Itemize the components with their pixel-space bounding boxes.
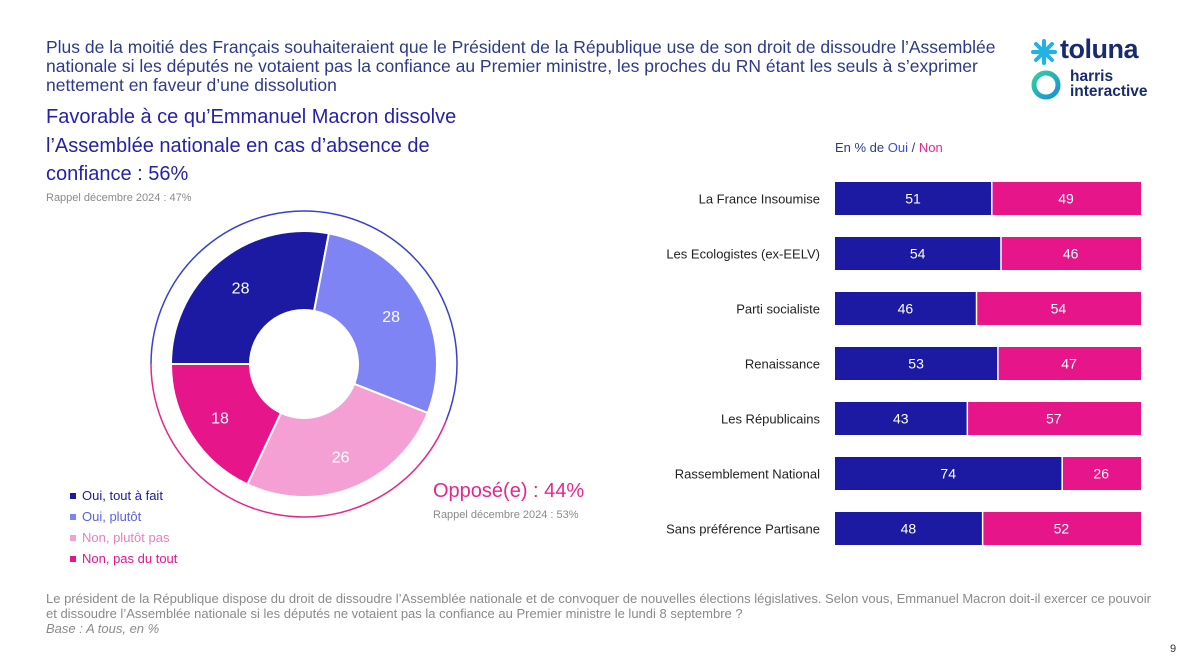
legend-swatch bbox=[70, 555, 76, 562]
bar-non-label: 47 bbox=[1061, 356, 1077, 372]
legend-item-oui-plutot: Oui, plutôt bbox=[70, 506, 177, 527]
bar-non bbox=[983, 512, 1141, 545]
bar-oui bbox=[835, 347, 998, 380]
harris-ring-icon bbox=[1031, 70, 1061, 100]
donut-label-non-plutot-pas: 26 bbox=[332, 450, 350, 467]
legend-swatch bbox=[70, 534, 76, 541]
bar-oui-label: 43 bbox=[893, 411, 909, 427]
bar-caption-oui: Oui bbox=[887, 140, 908, 155]
donut-slice-non-pas-du-tout bbox=[169, 363, 283, 486]
bar-oui-label: 51 bbox=[905, 191, 921, 207]
favorable-title: Favorable à ce qu’Emmanuel Macron dissol… bbox=[46, 106, 457, 185]
legend-label: Non, plutôt pas bbox=[82, 530, 170, 545]
bar-oui bbox=[835, 292, 976, 325]
donut-slice-non-plutot-pas bbox=[246, 382, 429, 498]
donut-chart: 28 28 26 18 bbox=[150, 210, 458, 518]
footnote: Le président de la République dispose du… bbox=[46, 591, 1156, 636]
bar-caption-prefix: En % de bbox=[835, 140, 888, 155]
bar-non-label: 46 bbox=[1063, 246, 1079, 262]
bar-category-label: Renaissance bbox=[745, 357, 820, 372]
legend-item-oui-tout-a-fait: Oui, tout à fait bbox=[70, 485, 177, 506]
footnote-base: Base : A tous, en % bbox=[46, 621, 160, 636]
party-bar-chart: La France Insoumise 51 49 Les Ecologistes (… bbox=[666, 182, 1141, 545]
toluna-harris-logo: toluna harris interactive bbox=[1030, 34, 1170, 106]
bar-non bbox=[968, 402, 1141, 435]
bar-category-label: Les Ecologistes (ex-EELV) bbox=[666, 247, 820, 262]
bar-caption-sep: / bbox=[908, 140, 919, 155]
donut-label-non-pas-du-tout: 18 bbox=[211, 410, 229, 427]
bar-category-label: Sans préférence Partisane bbox=[666, 522, 820, 537]
donut-slice-oui-tout-a-fait bbox=[169, 230, 331, 365]
legend-item-non-pas-du-tout: Non, pas du tout bbox=[70, 548, 177, 569]
bar-non bbox=[1001, 237, 1141, 270]
bar-caption: En % de Oui / Non bbox=[835, 140, 943, 155]
bar-category-label: Rassemblement National bbox=[675, 467, 820, 482]
harris-wordmark: harris interactive bbox=[1070, 68, 1148, 100]
harris-line1: harris bbox=[1070, 68, 1114, 85]
bar-oui-label: 53 bbox=[908, 356, 924, 372]
legend-label: Oui, plutôt bbox=[82, 509, 142, 524]
toluna-star-icon bbox=[1031, 39, 1057, 65]
bar-caption-non: Non bbox=[918, 140, 943, 155]
donut-label-oui-plutot: 28 bbox=[382, 309, 400, 326]
bar-oui-label: 54 bbox=[910, 246, 926, 262]
harris-line2: interactive bbox=[1070, 83, 1148, 100]
bar-non-label: 57 bbox=[1046, 411, 1062, 427]
bar-non bbox=[992, 182, 1141, 215]
bar-oui bbox=[835, 457, 1062, 490]
legend-swatch bbox=[70, 513, 76, 520]
bar-oui bbox=[835, 237, 1001, 270]
oppose-arc bbox=[150, 363, 447, 518]
bar-non bbox=[998, 347, 1141, 380]
oppose-rappel: Rappel décembre 2024 : 53% bbox=[433, 509, 579, 521]
page-number: 9 bbox=[1170, 643, 1177, 655]
favorable-arc bbox=[150, 210, 458, 421]
bar-non-label: 52 bbox=[1054, 521, 1070, 537]
legend-item-non-plutot-pas: Non, plutôt pas bbox=[70, 527, 177, 548]
donut-label-oui-tout-a-fait: 28 bbox=[232, 280, 250, 297]
toluna-wordmark: toluna bbox=[1060, 34, 1139, 64]
bar-non bbox=[977, 292, 1141, 325]
legend-label: Oui, tout à fait bbox=[82, 488, 163, 503]
favorable-rappel: Rappel décembre 2024 : 47% bbox=[46, 192, 192, 204]
donut-legend: Oui, tout à fait Oui, plutôt Non, plutôt p… bbox=[70, 485, 177, 569]
bar-category-label: Les Républicains bbox=[721, 412, 821, 427]
oppose-title: Opposé(e) : 44% bbox=[433, 480, 585, 502]
bar-oui bbox=[835, 182, 992, 215]
headline: Plus de la moitié des Français souhaiter… bbox=[46, 37, 996, 95]
bar-category-label: Parti socialiste bbox=[736, 302, 820, 317]
footnote-question: Le président de la République dispose du… bbox=[46, 591, 1151, 621]
bar-non-label: 49 bbox=[1058, 191, 1074, 207]
bar-oui-label: 48 bbox=[901, 521, 917, 537]
bar-non bbox=[1062, 457, 1141, 490]
bar-non-label: 26 bbox=[1093, 466, 1109, 482]
bar-category-label: La France Insoumise bbox=[699, 192, 820, 207]
legend-label: Non, pas du tout bbox=[82, 551, 178, 566]
bar-non-label: 54 bbox=[1051, 301, 1067, 317]
bar-oui bbox=[835, 512, 982, 545]
bar-oui bbox=[835, 402, 967, 435]
bar-oui-label: 46 bbox=[898, 301, 914, 317]
bar-oui-label: 74 bbox=[940, 466, 956, 482]
donut-slice-oui-plutot bbox=[312, 232, 438, 415]
legend-swatch bbox=[70, 492, 76, 499]
